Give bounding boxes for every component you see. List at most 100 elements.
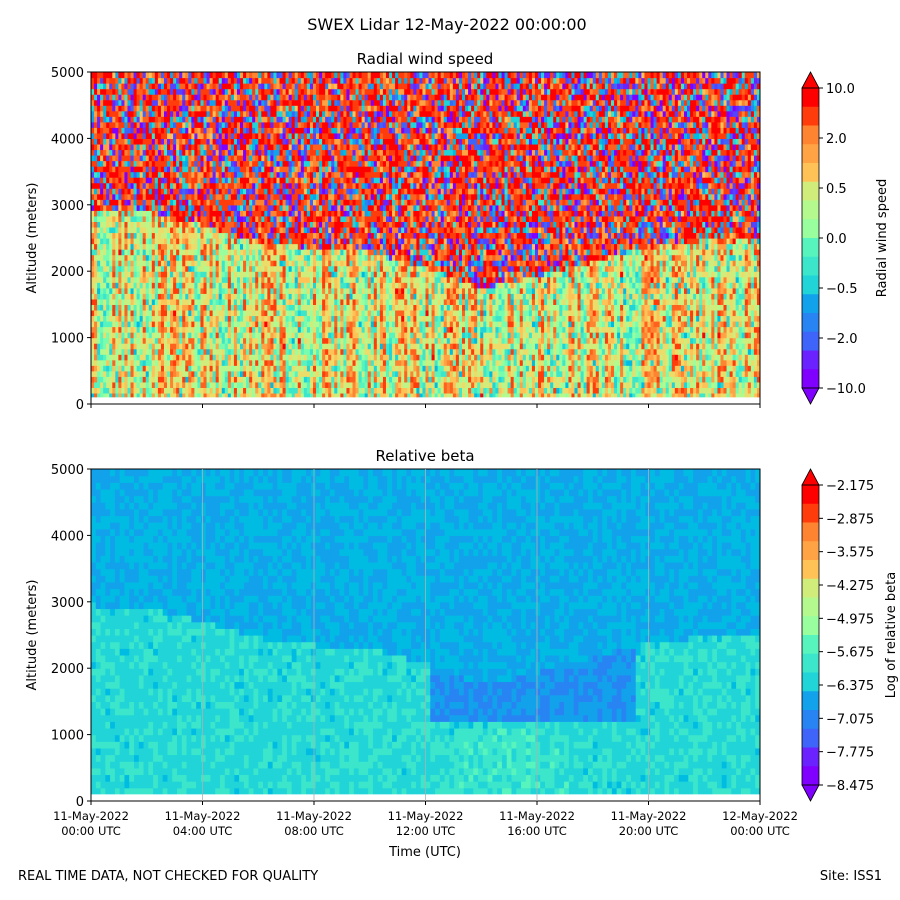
heatmap-cell bbox=[133, 132, 138, 139]
heatmap-cell bbox=[230, 88, 235, 95]
heatmap-cell bbox=[133, 381, 138, 388]
heatmap-cell bbox=[258, 210, 262, 217]
heatmap-cell bbox=[227, 132, 232, 139]
heatmap-cell bbox=[249, 276, 253, 283]
heatmap-cell bbox=[139, 254, 144, 261]
heatmap-cell bbox=[154, 359, 159, 366]
heatmap-cell bbox=[142, 121, 147, 128]
heatmap-cell bbox=[121, 321, 126, 328]
heatmap-cell bbox=[151, 265, 156, 272]
heatmap-cell bbox=[200, 72, 205, 79]
heatmap-cell bbox=[252, 381, 256, 388]
heatmap-cell bbox=[173, 276, 177, 283]
heatmap-cell bbox=[124, 143, 129, 151]
heatmap-cell bbox=[133, 354, 138, 361]
heatmap-cell bbox=[191, 88, 195, 95]
heatmap-cell bbox=[227, 177, 232, 184]
heatmap-cell bbox=[106, 260, 110, 267]
heatmap-cell bbox=[91, 287, 95, 294]
heatmap-cell bbox=[246, 365, 250, 372]
heatmap-cell bbox=[233, 348, 238, 355]
heatmap-cell bbox=[209, 276, 214, 283]
heatmap-cell bbox=[139, 293, 144, 300]
heatmap-cell bbox=[118, 271, 123, 278]
heatmap-cell bbox=[148, 88, 153, 95]
heatmap-cell bbox=[249, 326, 253, 333]
heatmap-cell bbox=[240, 99, 244, 106]
heatmap-cell bbox=[200, 271, 205, 278]
heatmap-cell bbox=[170, 276, 174, 283]
heatmap-cell bbox=[188, 132, 192, 139]
heatmap-cell bbox=[124, 249, 129, 256]
heatmap-cell bbox=[240, 376, 244, 383]
heatmap-cell bbox=[127, 182, 132, 189]
heatmap-cell bbox=[167, 238, 171, 245]
heatmap-cell bbox=[261, 232, 265, 239]
heatmap-cell bbox=[97, 348, 101, 355]
heatmap-cell bbox=[258, 293, 262, 300]
heatmap-cell bbox=[118, 72, 123, 79]
heatmap-cell bbox=[185, 77, 189, 84]
heatmap-cell bbox=[167, 376, 171, 383]
heatmap-cell bbox=[127, 332, 132, 339]
heatmap-cell bbox=[103, 166, 107, 173]
heatmap-cell bbox=[209, 381, 214, 388]
heatmap-cell bbox=[154, 309, 159, 317]
heatmap-cell bbox=[227, 127, 232, 134]
heatmap-cell bbox=[115, 110, 119, 117]
heatmap-cell bbox=[258, 199, 262, 206]
heatmap-cell bbox=[100, 260, 104, 267]
heatmap-cell bbox=[188, 298, 192, 305]
heatmap-cell bbox=[109, 265, 113, 272]
heatmap-cell bbox=[167, 155, 171, 162]
heatmap-cell bbox=[109, 298, 113, 305]
heatmap-cell bbox=[124, 309, 129, 317]
heatmap-cell bbox=[115, 348, 119, 355]
heatmap-cell bbox=[252, 155, 256, 162]
heatmap-cell bbox=[258, 188, 262, 195]
heatmap-cell bbox=[194, 254, 199, 261]
heatmap-cell bbox=[100, 265, 104, 272]
heatmap-cell bbox=[200, 282, 205, 289]
heatmap-cell bbox=[252, 99, 256, 106]
heatmap-cell bbox=[157, 298, 162, 305]
heatmap-cell bbox=[130, 177, 135, 184]
heatmap-cell bbox=[240, 271, 244, 278]
heatmap-cell bbox=[215, 276, 220, 283]
heatmap-cell bbox=[157, 343, 162, 350]
heatmap-cell bbox=[179, 177, 183, 184]
heatmap-cell bbox=[221, 381, 226, 388]
heatmap-cell bbox=[163, 110, 168, 117]
heatmap-cell bbox=[163, 121, 168, 128]
heatmap-cell bbox=[97, 138, 101, 145]
heatmap-cell bbox=[197, 381, 202, 388]
heatmap-cell bbox=[221, 193, 226, 200]
heatmap-cell bbox=[194, 282, 199, 289]
heatmap-cell bbox=[230, 177, 235, 184]
heatmap-cell bbox=[136, 99, 141, 106]
heatmap-cell bbox=[215, 94, 220, 101]
heatmap-cell bbox=[188, 309, 192, 317]
heatmap-cell bbox=[160, 332, 165, 339]
heatmap-cell bbox=[133, 155, 138, 162]
heatmap-cell bbox=[218, 83, 223, 90]
heatmap-cell bbox=[218, 116, 223, 123]
heatmap-cell bbox=[227, 199, 232, 206]
heatmap-cell bbox=[154, 138, 159, 145]
heatmap-cell bbox=[249, 188, 253, 195]
heatmap-cell bbox=[106, 392, 110, 400]
heatmap-cell bbox=[249, 160, 253, 167]
heatmap-cell bbox=[136, 160, 141, 167]
heatmap-cell bbox=[103, 193, 107, 200]
heatmap-cell bbox=[227, 88, 232, 95]
heatmap-cell bbox=[130, 221, 135, 228]
heatmap-cell bbox=[118, 171, 123, 178]
heatmap-cell bbox=[173, 238, 177, 245]
heatmap-cell bbox=[97, 332, 101, 339]
heatmap-cell bbox=[103, 94, 107, 101]
heatmap-cell bbox=[127, 127, 132, 134]
heatmap-cell bbox=[203, 365, 208, 372]
heatmap-cell bbox=[176, 348, 180, 355]
heatmap-cell bbox=[221, 210, 226, 217]
heatmap-cell bbox=[270, 127, 275, 134]
